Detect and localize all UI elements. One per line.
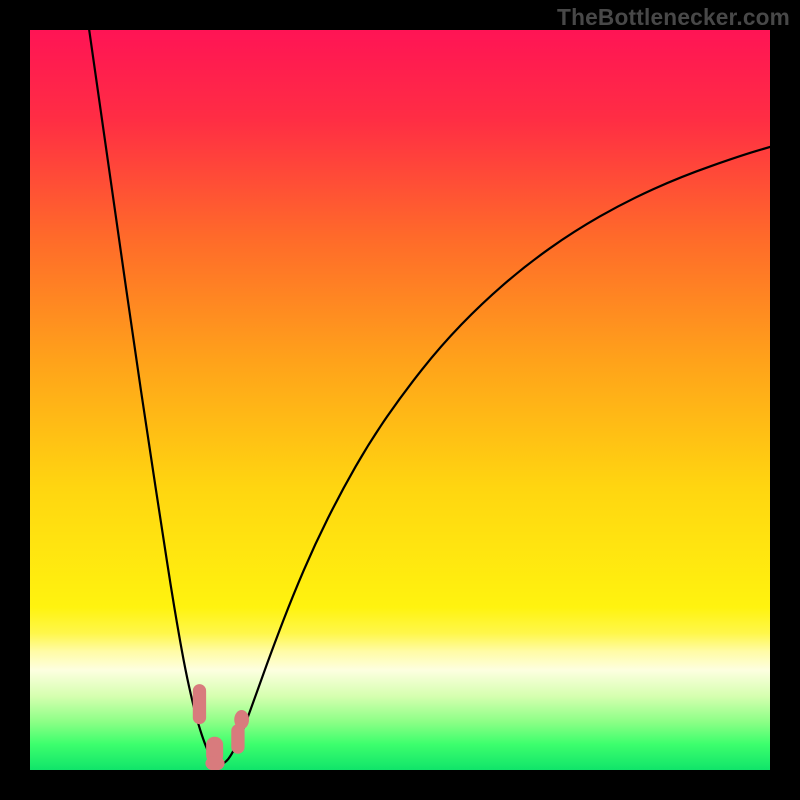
bottleneck-chart-svg <box>30 30 770 770</box>
watermark-text: TheBottlenecker.com <box>557 4 790 31</box>
highlight-blob <box>193 684 206 724</box>
stage: TheBottlenecker.com <box>0 0 800 800</box>
highlight-blob <box>234 710 249 729</box>
bottleneck-chart <box>30 30 770 770</box>
